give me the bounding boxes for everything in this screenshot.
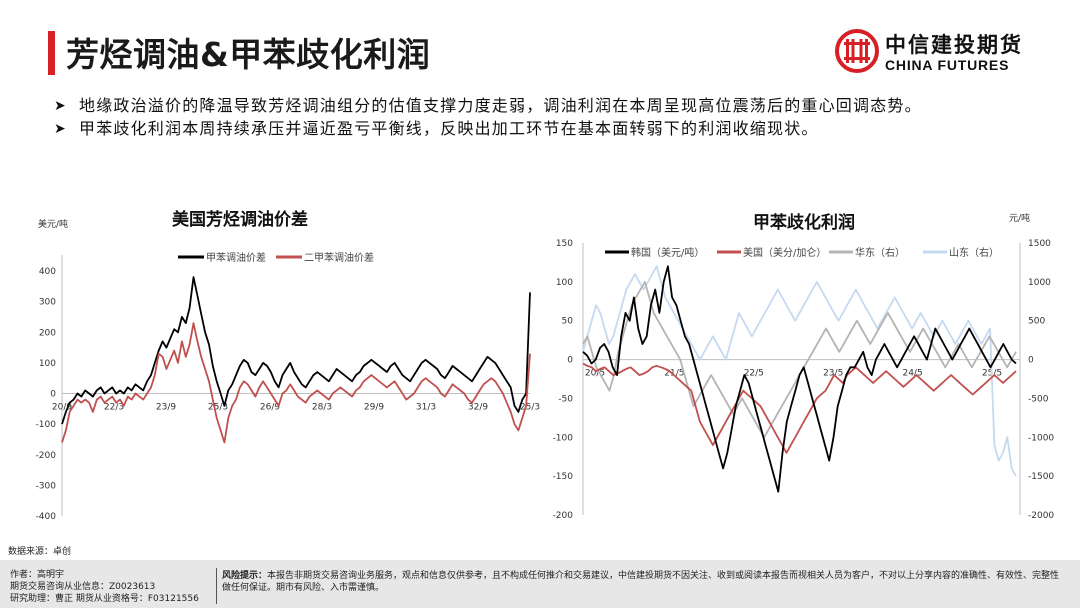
y2-tick-label: -500 [1028, 394, 1049, 404]
y2-tick-label: 0 [1028, 356, 1034, 366]
logo-icon [835, 29, 879, 73]
y-tick-label: -400 [36, 512, 57, 522]
logo-cn-text: 中信建投期货 [885, 33, 1023, 57]
y-tick-label: 100 [39, 359, 56, 369]
x-tick-label: 24/5 [902, 369, 922, 379]
x-tick-label: 23/9 [156, 403, 176, 413]
footer-divider [216, 568, 217, 604]
x-tick-label: 25/3 [520, 403, 540, 413]
page-title: 芳烃调油&甲苯歧化利润 [66, 35, 431, 74]
y-tick-label: 300 [39, 298, 56, 308]
author-info: 作者：高明宇 期货交易咨询从业信息：Z0023613 研究助理：曹正 期货从业资… [10, 569, 199, 605]
series-line [582, 362, 1017, 454]
y-tick-label: -300 [36, 481, 57, 491]
x-tick-label: 25/3 [208, 403, 228, 413]
risk-text: 本报告非期货交易咨询业务服务，观点和信息仅供参考，且不构成任何推介和交易建议，中… [222, 571, 1060, 593]
y-tick-label: -100 [36, 420, 57, 430]
legend-label: 二甲苯调油价差 [304, 251, 374, 264]
y-tick-label: 0 [567, 356, 573, 366]
x-tick-label: 20/5 [585, 369, 605, 379]
y2-tick-label: 500 [1028, 317, 1045, 327]
risk-disclaimer: 风险提示：本报告非期货交易咨询业务服务，观点和信息仅供参考，且不构成任何推介和交… [222, 570, 1062, 594]
bullet-text: 甲苯歧化利润本周持续承压并逼近盈亏平衡线，反映出加工环节在基本面转弱下的利润收缩… [79, 119, 819, 138]
title-accent-bar [48, 31, 55, 75]
y2-axis-label: 元/吨 [1009, 212, 1030, 224]
data-source: 数据来源：卓创 [8, 547, 72, 557]
series-line [582, 265, 1017, 493]
arrow-bullet-icon: ➤ [54, 121, 67, 137]
y-tick-label: 150 [556, 239, 573, 249]
summary-bullets: ➤ 地缘政治溢价的降温导致芳烃调油组分的估值支撑力度走弱，调油利润在本周呈现高位… [52, 95, 1042, 141]
x-tick-label: 32/9 [468, 403, 488, 413]
y-tick-label: -150 [553, 472, 574, 482]
toluene-disproportionation-profit-chart: 甲苯歧化利润 元/吨150100500-50-100-150-2001500100… [553, 212, 1055, 521]
y-axis-label: 美元/吨 [38, 218, 68, 230]
x-tick-label: 22/3 [104, 403, 124, 413]
research-assistant: 研究助理：曹正 期货从业资格号：F03121556 [10, 594, 199, 604]
x-tick-label: 22/5 [744, 369, 764, 379]
x-tick-label: 29/9 [364, 403, 384, 413]
x-tick-label: 20/9 [52, 403, 72, 413]
y-tick-label: 50 [562, 317, 574, 327]
y2-tick-label: -1000 [1028, 433, 1054, 443]
y-tick-label: 400 [39, 267, 56, 277]
series-line [61, 322, 531, 444]
us-aromatics-blending-spread-chart: 美国芳烃调油价差 美元/吨 400 300 200 100 0 -100 -200 -300 -40… [36, 209, 541, 522]
x-tick-label: 21/5 [664, 369, 684, 379]
footer: 作者：高明宇 期货交易咨询从业信息：Z0023613 研究助理：曹正 期货从业资… [0, 560, 1080, 608]
y-tick-label: -50 [558, 394, 573, 404]
legend-label: 华东（右） [855, 246, 905, 259]
series-line [582, 265, 1017, 477]
y2-tick-label: -2000 [1028, 511, 1054, 521]
logo-en-text: CHINA FUTURES [885, 57, 1010, 73]
legend-label: 甲苯调油价差 [206, 251, 266, 264]
company-logo: 中信建投期货 CHINA FUTURES [834, 26, 1034, 76]
chart-title: 甲苯歧化利润 [753, 212, 855, 233]
legend-label: 韩国（美元/吨） [631, 246, 704, 259]
y2-tick-label: 1000 [1028, 278, 1051, 288]
y-tick-label: 0 [50, 390, 56, 400]
y-tick-label: 200 [39, 328, 56, 338]
legend-label: 美国（美分/加仑） [743, 246, 826, 259]
author-license: 期货交易咨询从业信息：Z0023613 [10, 582, 156, 592]
chart-title: 美国芳烃调油价差 [172, 209, 308, 230]
x-tick-label: 28/3 [312, 403, 332, 413]
series-line [61, 276, 531, 425]
y2-tick-label: -1500 [1028, 472, 1054, 482]
y-tick-label: -100 [553, 433, 574, 443]
bullet-item: ➤ 地缘政治溢价的降温导致芳烃调油组分的估值支撑力度走弱，调油利润在本周呈现高位… [52, 95, 1042, 117]
y-tick-label: -200 [36, 451, 57, 461]
x-tick-label: 31/3 [416, 403, 436, 413]
y-tick-label: 100 [556, 278, 573, 288]
legend-label: 山东（右） [949, 246, 999, 259]
bullet-item: ➤ 甲苯歧化利润本周持续承压并逼近盈亏平衡线，反映出加工环节在基本面转弱下的利润… [52, 118, 1042, 140]
y-tick-label: -200 [553, 511, 574, 521]
x-tick-label: 23/5 [823, 369, 843, 379]
arrow-bullet-icon: ➤ [54, 98, 67, 114]
bullet-text: 地缘政治溢价的降温导致芳烃调油组分的估值支撑力度走弱，调油利润在本周呈现高位震荡… [79, 96, 922, 115]
author-name: 作者：高明宇 [10, 570, 65, 580]
y2-tick-label: 1500 [1028, 239, 1051, 249]
risk-label: 风险提示： [222, 571, 268, 581]
x-tick-label: 26/9 [260, 403, 280, 413]
